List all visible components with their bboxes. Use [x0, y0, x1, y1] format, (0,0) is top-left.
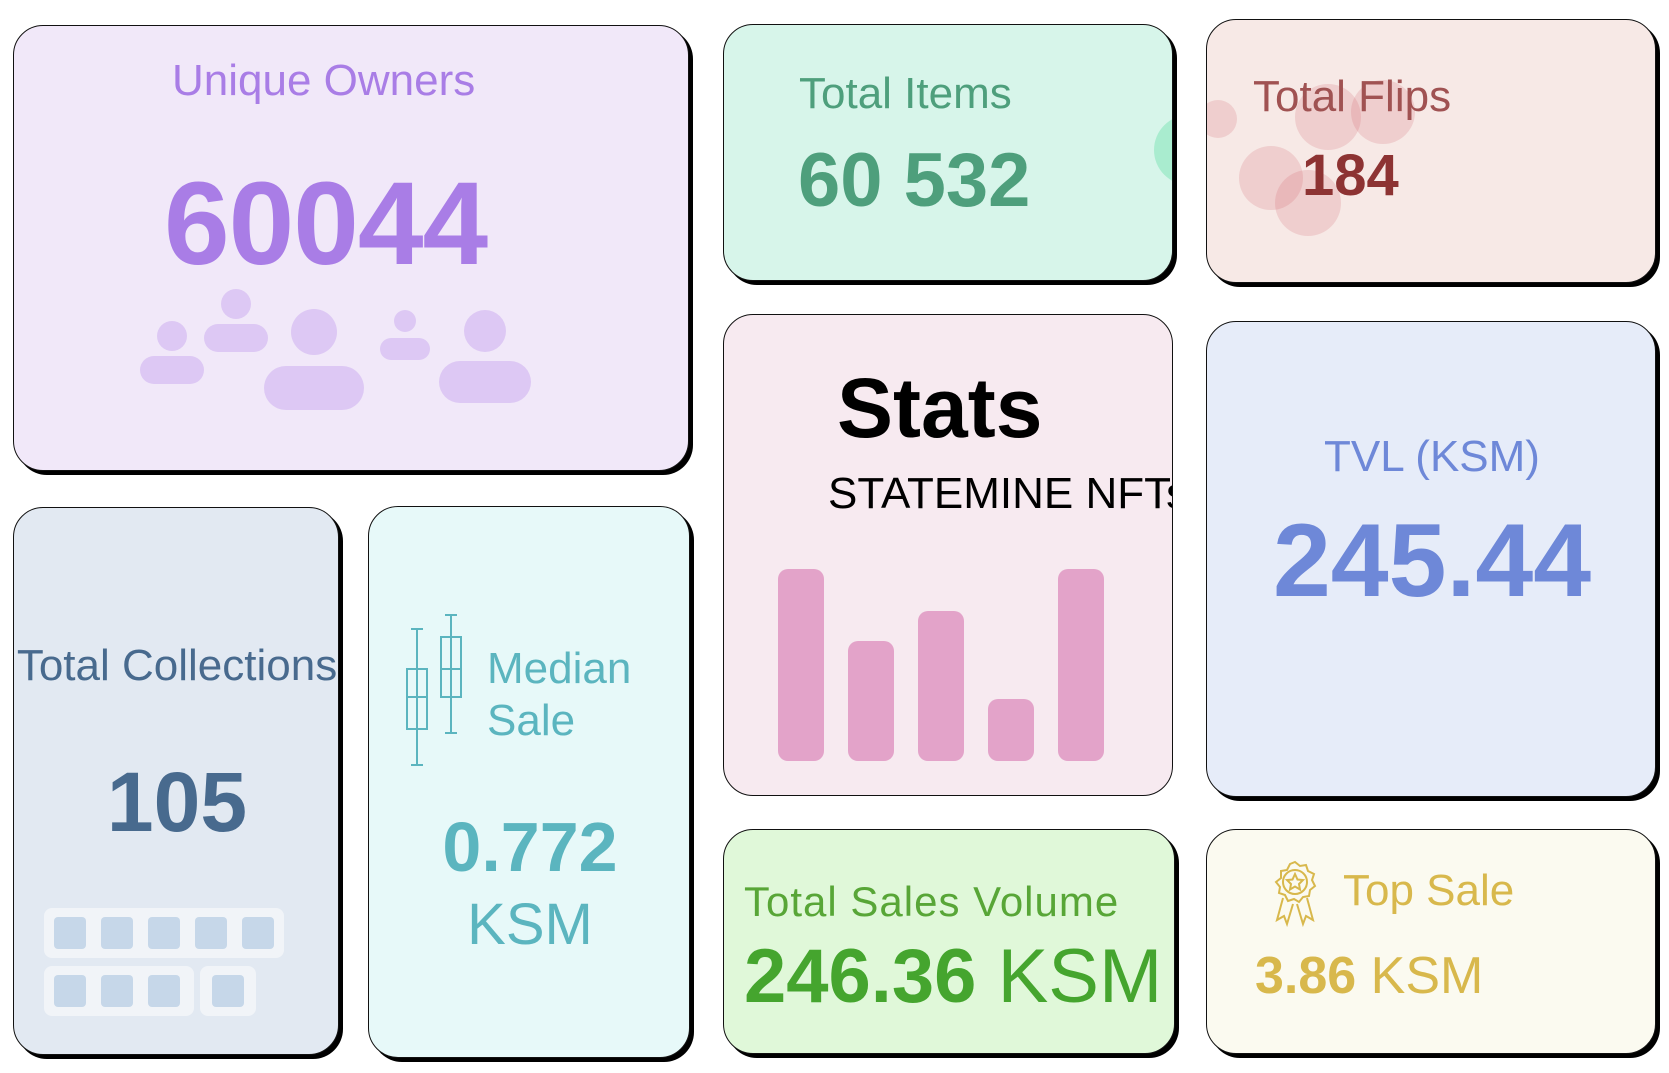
candlestick-icon: [406, 614, 462, 766]
total-collections-card: Total Collections 105: [13, 507, 339, 1055]
stats-subtitle: STATEMINE NFTs: [828, 469, 1173, 518]
bubble-decoration: [1351, 80, 1415, 144]
bubble-decoration: [1239, 146, 1303, 210]
decorative-bar: [848, 641, 894, 761]
total-sales-volume-unit: KSM: [997, 934, 1163, 1019]
decorative-blob: [1154, 115, 1172, 185]
decorative-bar: [988, 699, 1034, 761]
decorative-bar: [778, 569, 824, 761]
median-sale-unit: KSM: [467, 892, 593, 957]
total-items-value: 60 532: [798, 138, 1031, 223]
total-flips-label: Total Flips: [1253, 72, 1452, 121]
total-collections-label: Total Collections: [16, 641, 338, 690]
tvl-label: TVL (KSM): [1324, 432, 1540, 481]
total-flips-card: Total Flips 184: [1206, 19, 1656, 283]
top-sale-unit: KSM: [1370, 947, 1484, 1005]
total-collections-value: 105: [106, 755, 248, 849]
median-sale-value: 0.772: [442, 808, 618, 886]
unique-owners-value: 60044: [164, 158, 488, 290]
median-sale-label: Median Sale: [487, 644, 632, 745]
tvl-value: 245.44: [1272, 503, 1592, 619]
tvl-card: TVL (KSM) 245.44: [1206, 321, 1656, 797]
bubble-decoration: [1275, 170, 1341, 236]
top-sale-value: 3.86 KSM: [1255, 946, 1483, 1006]
bubble-decoration: [1207, 100, 1237, 138]
total-sales-volume-number: 246.36: [744, 934, 977, 1019]
median-sale-card: Median Sale 0.772 KSM: [368, 506, 690, 1058]
top-sale-card: Top Sale 3.86 KSM: [1206, 829, 1656, 1054]
bubble-decoration: [1295, 84, 1361, 150]
top-sale-label: Top Sale: [1343, 866, 1515, 915]
decorative-bar: [918, 611, 964, 761]
total-items-label: Total Items: [799, 69, 1012, 118]
total-sales-volume-value: 246.36 KSM: [744, 933, 1162, 1020]
people-group-icon: [140, 289, 531, 410]
total-flips-value: 184: [1302, 143, 1399, 208]
unique-owners-card: Unique Owners 60044: [13, 25, 689, 471]
total-sales-volume-label: Total Sales Volume: [744, 878, 1120, 925]
top-sale-number: 3.86: [1255, 947, 1357, 1005]
award-badge-icon: [1274, 860, 1317, 928]
unique-owners-label: Unique Owners: [172, 56, 476, 105]
decorative-bar: [1058, 569, 1104, 761]
stats-card: Stats STATEMINE NFTs: [723, 314, 1173, 796]
total-items-card: Total Items 60 532: [723, 24, 1173, 281]
stats-title: Stats: [837, 361, 1043, 455]
total-sales-volume-card: Total Sales Volume 246.36 KSM: [723, 829, 1175, 1054]
